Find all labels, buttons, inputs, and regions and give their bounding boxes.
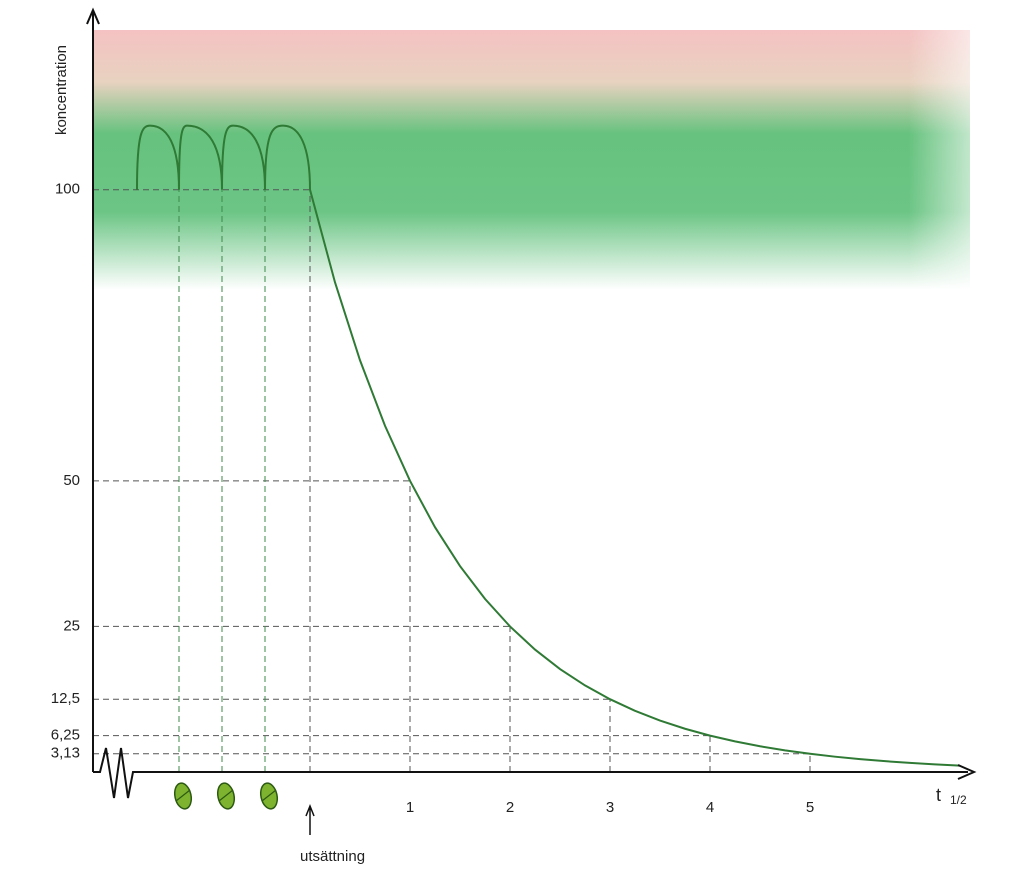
y-tick-label: 100 bbox=[55, 181, 80, 198]
dose-pill-score bbox=[218, 789, 234, 802]
y-tick-label: 25 bbox=[63, 617, 80, 634]
range-band-fade bbox=[93, 30, 970, 290]
x-tick-label: 5 bbox=[806, 799, 814, 816]
y-tick-label: 3,13 bbox=[51, 745, 80, 762]
x-tick-label: 2 bbox=[506, 799, 514, 816]
curve bbox=[136, 124, 961, 767]
dose-pill-score bbox=[261, 789, 277, 802]
y-tick-label: 12,5 bbox=[51, 690, 80, 707]
marks bbox=[136, 124, 961, 810]
x-axis-label-sub: 1/2 bbox=[950, 793, 967, 807]
y-tick-label: 50 bbox=[63, 472, 80, 489]
annotation: utsättning bbox=[300, 848, 365, 865]
x-axis bbox=[93, 747, 977, 799]
dose-pill-score bbox=[175, 789, 191, 802]
y-axis bbox=[86, 7, 100, 772]
annotation-arrow bbox=[305, 803, 315, 835]
x-axis-label: t bbox=[936, 785, 941, 805]
guides bbox=[93, 189, 811, 772]
x-tick-label: 3 bbox=[606, 799, 614, 816]
x-tick-label: 1 bbox=[406, 799, 414, 816]
x-tick-label: 4 bbox=[706, 799, 714, 816]
y-axis-label: koncentration bbox=[53, 45, 70, 135]
y-tick-label: 6,25 bbox=[51, 727, 80, 744]
